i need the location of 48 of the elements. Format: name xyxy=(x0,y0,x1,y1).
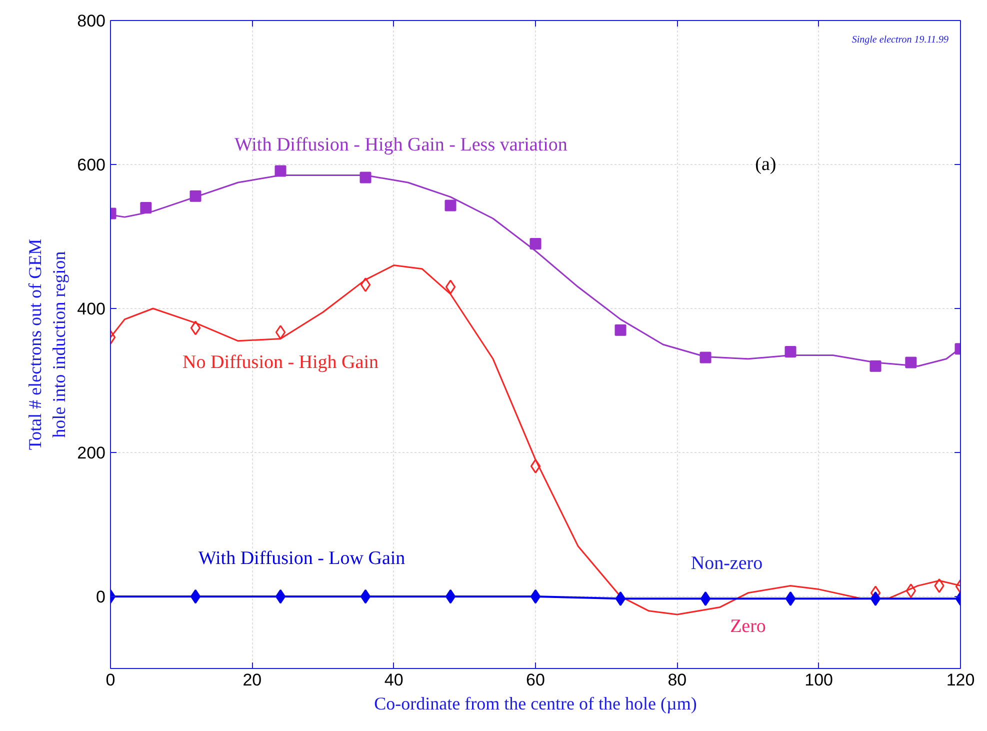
point xyxy=(190,589,201,604)
point xyxy=(274,165,286,177)
point xyxy=(190,190,202,202)
y-axis-title: Total # electrons out of GEM hole into induction region xyxy=(25,238,70,450)
point xyxy=(275,325,286,340)
x-tick-label: 20 xyxy=(242,670,262,690)
point xyxy=(785,591,796,606)
point xyxy=(700,591,711,606)
y-tick-label: 0 xyxy=(96,588,106,606)
x-axis-title: Co-ordinate from the centre of the hole (µm) xyxy=(374,694,697,714)
point xyxy=(906,583,916,598)
x-tick-label: 80 xyxy=(668,670,687,690)
x-tick-label: 100 xyxy=(804,670,834,690)
point xyxy=(784,346,796,358)
point xyxy=(360,277,371,292)
x-tick-label: 60 xyxy=(526,670,545,690)
y-tick-label: 200 xyxy=(77,444,106,462)
annotation: Non-zero xyxy=(690,552,763,574)
point xyxy=(615,591,626,606)
line-series xyxy=(110,264,960,616)
point xyxy=(190,320,201,336)
point xyxy=(905,356,917,368)
y-tick-label: 800 xyxy=(77,12,106,30)
point xyxy=(934,578,944,593)
point xyxy=(870,360,882,372)
point xyxy=(140,202,152,214)
annotation: Zero xyxy=(730,616,766,638)
series-label: No Diffusion - High Gain xyxy=(182,352,379,373)
point xyxy=(870,591,881,606)
x-tick-label: 40 xyxy=(384,670,404,690)
y-tick-label: 400 xyxy=(77,300,106,318)
point xyxy=(700,352,712,364)
x-tick-label: 120 xyxy=(946,670,975,690)
point xyxy=(360,172,372,184)
point xyxy=(530,589,541,604)
point xyxy=(445,589,456,604)
y-tick-label: 600 xyxy=(77,156,106,174)
point xyxy=(360,589,371,604)
annotation: Single electron 19.11.99 xyxy=(852,34,949,46)
annotation: (a) xyxy=(755,154,776,175)
series-label: With Diffusion - Low Gain xyxy=(198,548,406,569)
point xyxy=(445,280,456,294)
point xyxy=(614,324,626,336)
point xyxy=(444,200,456,212)
point xyxy=(530,238,542,250)
text: With Diffusion - High Gain - Less variation xyxy=(234,134,568,156)
point xyxy=(530,458,541,474)
point xyxy=(275,589,286,604)
